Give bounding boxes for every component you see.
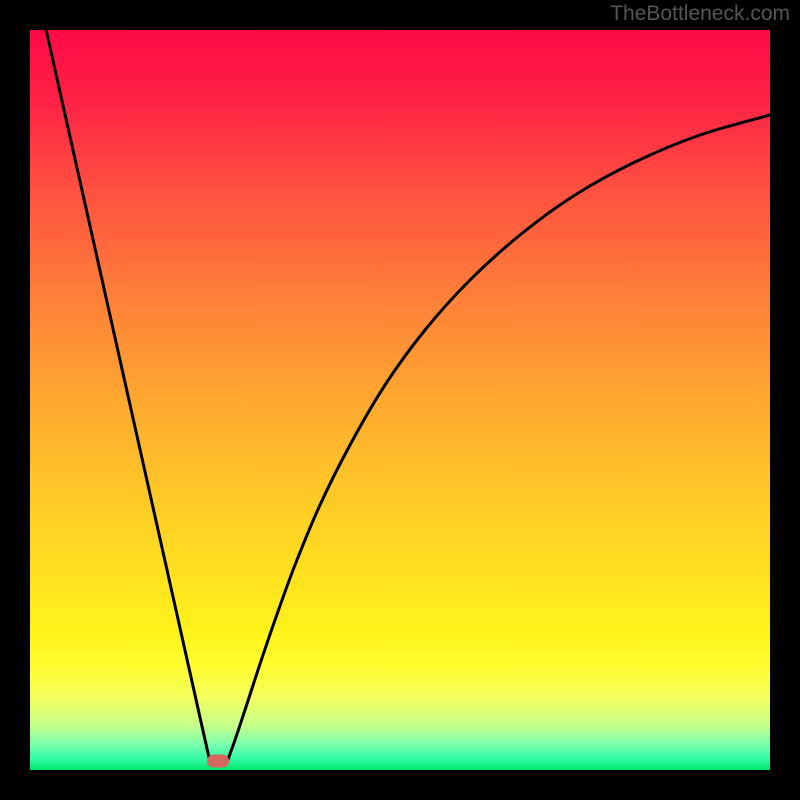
plot-area — [30, 30, 770, 770]
curve-layer — [30, 30, 770, 770]
chart-container: TheBottleneck.com — [0, 0, 800, 800]
minimum-marker — [207, 755, 229, 768]
curve-right-segment — [227, 115, 770, 762]
curve-left-segment — [45, 30, 210, 762]
watermark-text: TheBottleneck.com — [610, 2, 790, 26]
